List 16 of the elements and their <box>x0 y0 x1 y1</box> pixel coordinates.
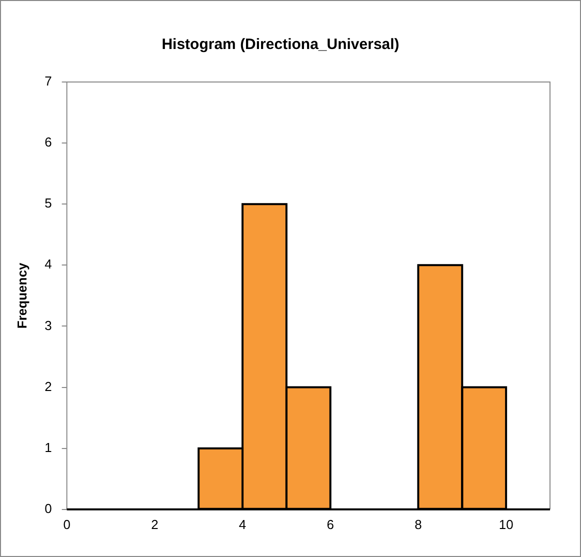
y-tick-label: 1 <box>44 440 52 455</box>
y-tick-label: 3 <box>44 318 52 333</box>
y-axis-title: Frequency <box>14 262 30 329</box>
x-tick-label: 2 <box>151 516 158 532</box>
x-tick-label: 4 <box>238 516 246 532</box>
x-tick-label: 10 <box>498 516 514 532</box>
y-tick-label: 7 <box>44 74 52 89</box>
x-tick-label: 8 <box>414 516 422 532</box>
y-tick-label: 2 <box>44 378 52 394</box>
y-tick-label: 5 <box>44 196 52 211</box>
x-tick-label: 6 <box>326 516 334 532</box>
chart-title: Histogram (Directiona_Universal) <box>162 36 400 54</box>
y-tick-label: 4 <box>44 256 52 272</box>
y-tick-label: 0 <box>44 500 52 516</box>
x-tick-label: 0 <box>63 516 70 532</box>
y-tick-label: 6 <box>44 134 52 150</box>
